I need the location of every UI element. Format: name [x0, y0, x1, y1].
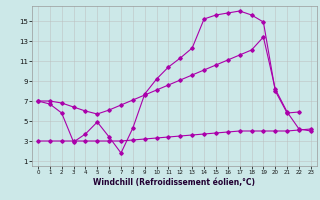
X-axis label: Windchill (Refroidissement éolien,°C): Windchill (Refroidissement éolien,°C): [93, 178, 255, 187]
